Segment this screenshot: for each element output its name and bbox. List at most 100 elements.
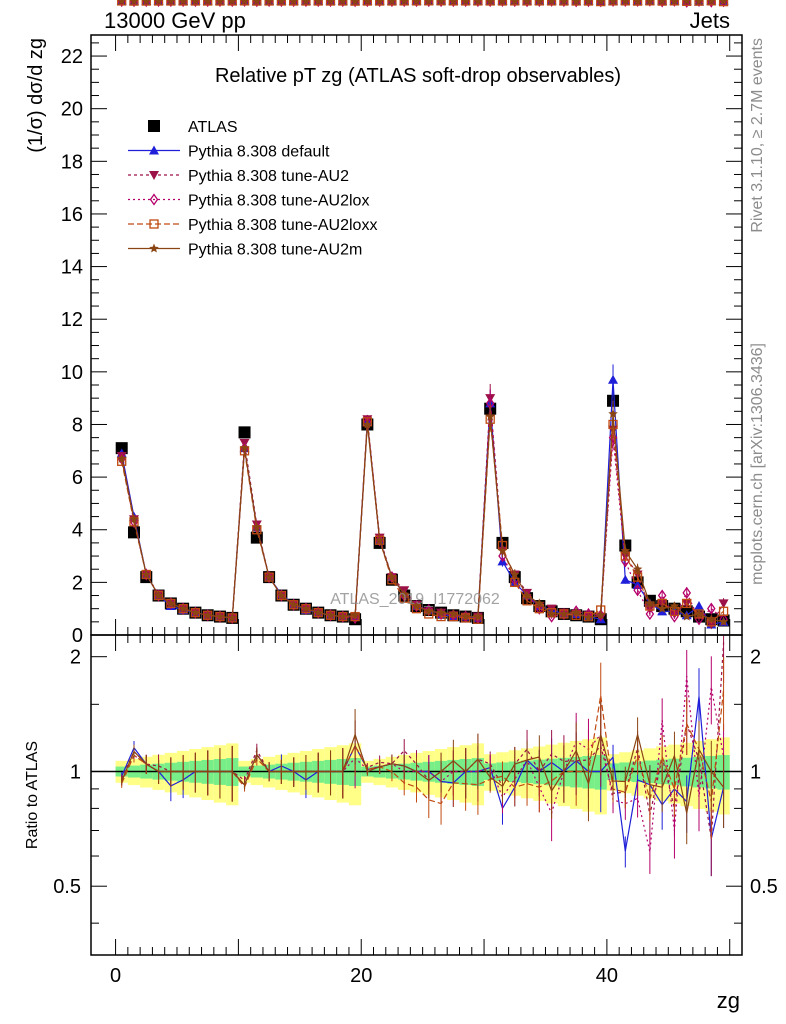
ratio-point [166, 0, 176, 8]
data-point [301, 603, 311, 613]
ratio-point [608, 0, 618, 7]
ratio-point [227, 0, 237, 6]
data-point [608, 408, 618, 418]
ratio-point [510, 0, 519, 6]
ratio-point [535, 0, 544, 6]
legend: ATLAS Pythia 8.308 default Pythia 8.308 tu… [128, 119, 377, 259]
data-point [718, 599, 729, 609]
ratio-point [252, 0, 262, 6]
ratio-point [645, 0, 654, 5]
ratio-point [166, 0, 176, 6]
ratio-point [460, 0, 471, 6]
y-tick-label: 12 [61, 309, 83, 331]
ratio-point [682, 0, 691, 5]
header-right: Jets [690, 8, 730, 33]
series-5 [117, 400, 729, 626]
y-tick-label: 0 [72, 625, 83, 647]
main-plot-title: Relative pT zg (ATLAS soft-drop observab… [215, 65, 621, 87]
ratio-y-tick-label-right: 0.5 [750, 876, 778, 898]
legend-marker [149, 243, 159, 253]
data-point [411, 601, 422, 611]
ratio-point [313, 0, 323, 8]
ratio-point [264, 0, 274, 6]
x-tick-label: 40 [596, 965, 618, 987]
header-left: 13000 GeV pp [104, 8, 246, 33]
ratio-point [338, 0, 348, 6]
ratio-point [203, 0, 212, 5]
data-point [166, 598, 176, 608]
ratio-point [682, 0, 692, 6]
ratio-y-tick-label: 1 [70, 761, 81, 783]
ratio-point [227, 0, 237, 8]
data-point [313, 607, 323, 617]
ratio-point [449, 0, 458, 6]
ratio-series-5 [117, 0, 728, 845]
data-point [153, 590, 164, 600]
data-point [620, 574, 631, 584]
ratio-point [411, 0, 422, 6]
ratio-point [301, 0, 311, 5]
legend-marker [149, 145, 159, 155]
ratio-point [350, 0, 360, 6]
data-point [115, 442, 128, 455]
ratio-point [571, 0, 581, 6]
data-point [288, 599, 299, 609]
data-point [424, 606, 434, 616]
data-point [252, 522, 262, 532]
ratio-point [117, 0, 126, 5]
ratio-point [571, 0, 581, 6]
ratio-point [510, 0, 520, 8]
ratio-point [178, 0, 188, 8]
ratio-point [424, 0, 434, 8]
data-point [227, 612, 237, 622]
legend-label: ATLAS [188, 119, 238, 136]
ratio-point [117, 0, 127, 6]
ratio-point [621, 0, 630, 7]
ratio-point [670, 0, 679, 6]
ratio-point [584, 0, 593, 8]
y-tick-label: 22 [61, 46, 83, 68]
ratio-point [301, 0, 311, 8]
ratio-point [399, 0, 409, 8]
ratio-point [166, 0, 176, 5]
data-point [387, 572, 397, 582]
legend-label: Pythia 8.308 tune-AU2 [188, 168, 349, 185]
data-point [238, 426, 251, 439]
ratio-point [546, 0, 557, 6]
ratio-point [375, 0, 384, 6]
mcplots-label: mcplots.cern.ch [arXiv:1306.3436] [749, 343, 766, 585]
x-tick-label: 20 [350, 965, 372, 987]
ratio-point [485, 0, 495, 6]
data-point [473, 611, 483, 621]
ratio-point [547, 0, 556, 5]
data-point [129, 515, 139, 528]
ratio-point [252, 0, 262, 6]
ratio-y-axis-label: Ratio to ATLAS [24, 741, 41, 849]
ratio-point [350, 0, 360, 8]
legend-label: Pythia 8.308 tune-AU2m [188, 242, 362, 259]
data-point [264, 572, 274, 582]
ratio-point [596, 0, 606, 8]
ratio-point [252, 0, 262, 8]
ratio-point [694, 0, 704, 6]
ratio-point [301, 0, 311, 6]
ratio-point [510, 0, 520, 6]
ratio-point [277, 0, 286, 8]
legend-marker [149, 171, 159, 180]
data-point [239, 443, 250, 453]
rivet-version-label: Rivet 3.1.10, ≥ 2.7M events [749, 38, 766, 233]
ratio-point [228, 0, 237, 5]
y-tick-label: 6 [72, 467, 83, 489]
ratio-point [645, 0, 655, 6]
data-point [719, 613, 728, 626]
data-point [510, 569, 520, 579]
ratio-point [473, 0, 483, 6]
ratio-point [645, 0, 655, 7]
ratio-point [264, 0, 274, 8]
ratio-point [583, 0, 594, 6]
ratio-point [141, 0, 151, 8]
ratio-point [277, 0, 286, 5]
data-point [645, 607, 655, 621]
series-3 [117, 389, 728, 626]
data-point [583, 612, 594, 622]
